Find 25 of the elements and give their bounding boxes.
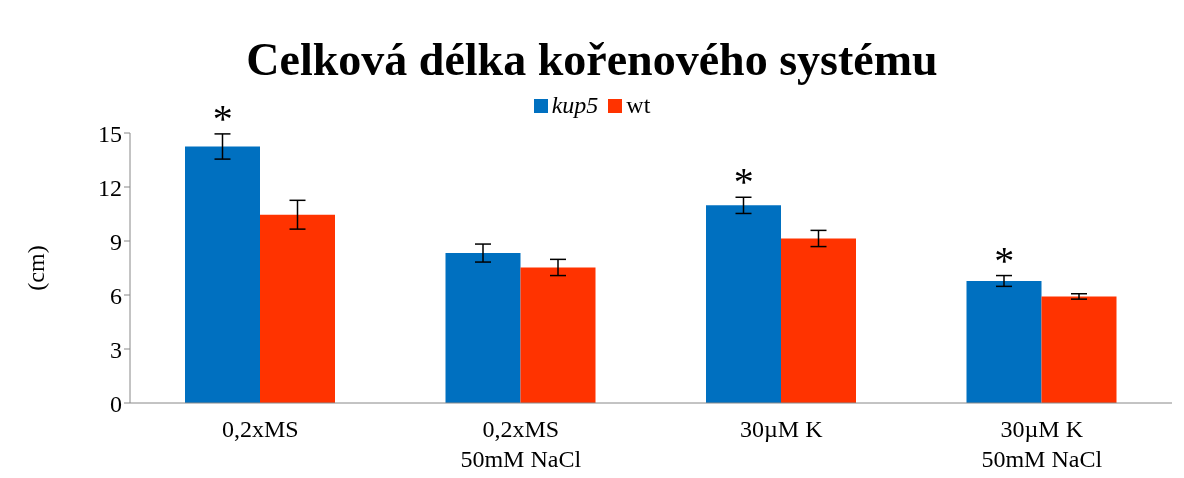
bar bbox=[260, 214, 335, 403]
y-tick-label: 6 bbox=[110, 282, 122, 309]
bar bbox=[966, 280, 1042, 403]
bar bbox=[706, 205, 781, 403]
bar bbox=[445, 253, 521, 403]
y-tick-label: 15 bbox=[98, 120, 122, 147]
legend-label: wt bbox=[626, 92, 651, 119]
chart-title: Celková délka kořenového systému bbox=[245, 33, 939, 86]
asterisk: * bbox=[212, 95, 233, 141]
x-tick-label: 0,2xMS 50mM NaCl bbox=[460, 416, 582, 472]
y-tick-label: 12 bbox=[98, 174, 122, 201]
bar bbox=[1041, 296, 1117, 403]
y-tick-label: 9 bbox=[110, 228, 122, 255]
x-tick-label: 30µM K bbox=[740, 416, 824, 442]
y-axis-title: (cm) bbox=[22, 245, 49, 291]
x-tick-label: 0,2xMS bbox=[221, 416, 299, 442]
x-tick-label: 30µM K 50mM NaCl bbox=[981, 416, 1103, 472]
asterisk: * bbox=[994, 237, 1015, 283]
asterisk: * bbox=[733, 159, 754, 205]
legend-label: kup5 bbox=[551, 92, 599, 119]
bar bbox=[781, 238, 856, 403]
bar bbox=[520, 267, 596, 403]
bar bbox=[185, 146, 260, 403]
y-tick-label: 0 bbox=[110, 390, 122, 417]
y-tick-label: 3 bbox=[110, 336, 122, 363]
